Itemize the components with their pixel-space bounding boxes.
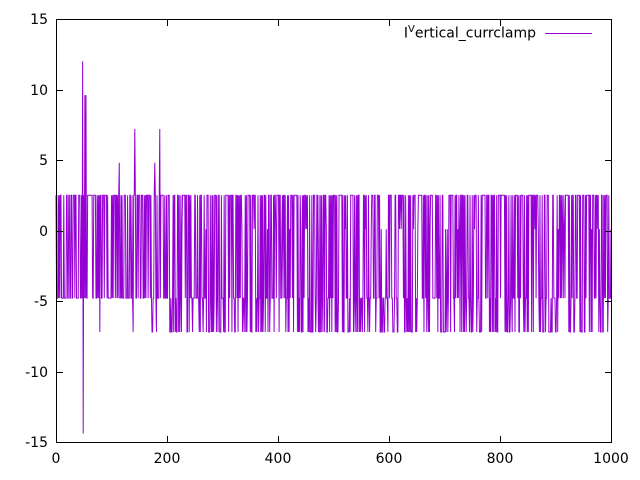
x-tick-label: 0 xyxy=(52,451,61,467)
legend-line-sample xyxy=(545,32,592,35)
y-tick-label: -10 xyxy=(25,365,48,381)
y-tick-label: -5 xyxy=(34,294,48,310)
legend-label-prefix: I xyxy=(403,25,409,42)
x-tick-label: 400 xyxy=(265,451,292,467)
y-tick-label: 15 xyxy=(30,12,48,28)
legend-label-superscript: V xyxy=(408,24,415,35)
y-tick-label: 0 xyxy=(39,224,48,240)
signal-line xyxy=(55,61,612,434)
legend-label: IVertical_currclamp xyxy=(404,25,536,42)
x-tick-label: 600 xyxy=(376,451,403,467)
legend: IVertical_currclamp xyxy=(404,25,592,42)
plot-border xyxy=(56,19,612,443)
x-tick-label: 1000 xyxy=(593,451,629,467)
x-tick-label: 800 xyxy=(487,451,514,467)
legend-label-rest: ertical_currclamp xyxy=(414,25,536,42)
x-tick-label: 200 xyxy=(154,451,181,467)
y-tick-label: -15 xyxy=(25,435,48,451)
y-tick-label: 10 xyxy=(30,83,48,99)
y-tick-label: 5 xyxy=(39,153,48,169)
